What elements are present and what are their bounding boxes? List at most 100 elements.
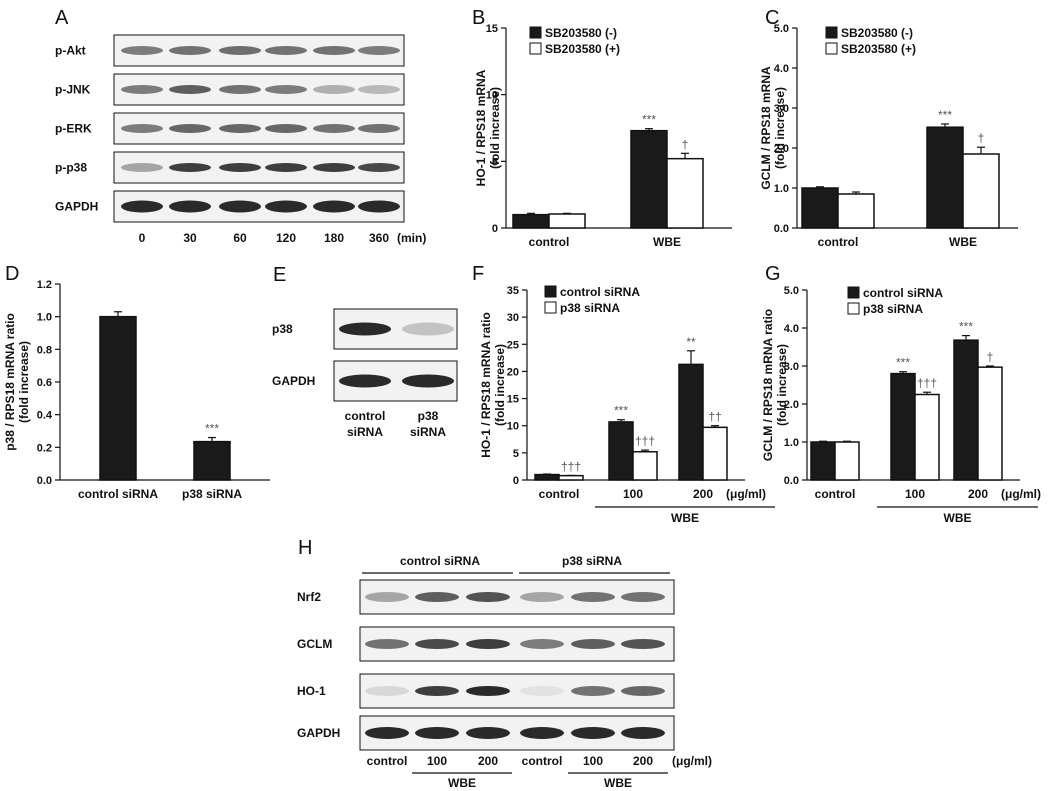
y-axis-label: HO-1 / RPS18 mRNA ratio(fold increase) [479, 312, 507, 458]
legend-swatch [544, 301, 557, 314]
bar [99, 315, 137, 481]
band [621, 727, 665, 739]
legend-label: control siRNA [863, 286, 943, 300]
band [466, 686, 510, 696]
y-tick-label: 1.0 [37, 312, 52, 324]
y-tick-label: 5 [492, 156, 498, 168]
band [571, 592, 615, 602]
bar [512, 213, 550, 229]
lane-label: control [522, 754, 563, 768]
y-axis-label-line: GCLM / RPS18 mRNA ratio [761, 309, 775, 461]
y-axis-label-line: (fold increase) [488, 87, 502, 169]
lane-label: 0 [139, 231, 146, 245]
band [415, 639, 459, 649]
lane-label: control [345, 409, 386, 423]
band [358, 124, 400, 133]
band [339, 322, 391, 336]
y-tick-label: 1.0 [774, 183, 789, 195]
y-tick-label: 2.0 [774, 143, 789, 155]
y-tick-label: 0.2 [37, 442, 52, 454]
y-axis-label: p38 / RPS18 mRNA ratio(fold increase) [3, 313, 31, 451]
band [121, 200, 163, 213]
category-label: 200 [968, 487, 988, 501]
panel-b-chart: B 0 5 10 15 HO-1 / RPS18 mRNA(fold increase) c… [472, 7, 732, 249]
bar [702, 426, 728, 481]
legend-swatch [825, 42, 838, 55]
legend-swatch [529, 26, 542, 39]
band [169, 46, 211, 55]
lane-label: 120 [276, 231, 296, 245]
significance-label: † [978, 131, 985, 145]
panel-d-chart: D 0.0 0.2 0.4 0.6 0.8 1.0 1.2 p38 / RPS18 mRNA r… [3, 263, 270, 501]
bar [534, 473, 560, 481]
y-tick-label: 15 [507, 394, 519, 406]
y-tick-label: 3.0 [774, 103, 789, 115]
band [571, 639, 615, 649]
blot-row-label: GCLM [297, 637, 332, 651]
group-label: WBE [671, 511, 699, 525]
lane-label: 60 [233, 231, 247, 245]
group-label: control siRNA [400, 554, 480, 568]
y-axis-label-line: (fold increase) [775, 344, 789, 426]
significance-label: *** [205, 422, 219, 436]
y-tick-label: 0.6 [37, 377, 52, 389]
band [339, 374, 391, 388]
y-tick-label: 0.4 [37, 410, 53, 422]
band [571, 686, 615, 696]
band [520, 592, 564, 602]
category-label: control siRNA [78, 487, 158, 501]
y-tick-label: 5 [513, 448, 519, 460]
lane-label: 200 [478, 754, 498, 768]
lane-label: 360 [369, 231, 389, 245]
legend-label: SB203580 (+) [841, 42, 916, 56]
y-tick-label: 4.0 [774, 63, 789, 75]
y-tick-label: 4.0 [784, 323, 799, 335]
y-axis-label-line: HO-1 / RPS18 mRNA [474, 69, 488, 186]
panel-letter: H [298, 537, 312, 559]
significance-label: *** [959, 320, 973, 334]
y-tick-label: 0 [513, 475, 519, 487]
bar [801, 187, 839, 229]
significance-label: ††† [561, 459, 581, 473]
band [415, 592, 459, 602]
y-tick-label: 0.0 [774, 223, 789, 235]
significance-label: *** [896, 356, 910, 370]
bar [914, 393, 940, 481]
bar [666, 157, 704, 229]
blot-row-label: p-Akt [55, 44, 86, 58]
y-tick-label: 5.0 [774, 23, 789, 35]
bar [678, 363, 704, 481]
band [520, 639, 564, 649]
legend-swatch [544, 285, 557, 298]
bar [890, 372, 916, 481]
category-label: WBE [653, 235, 681, 249]
band [358, 200, 400, 213]
band [520, 686, 564, 696]
bar [837, 193, 875, 229]
lane-label: p38 [418, 409, 439, 423]
significance-label: ††† [917, 376, 937, 390]
panel-letter: C [765, 7, 779, 29]
blot-row-label: Nrf2 [297, 590, 321, 604]
y-tick-label: 0 [492, 223, 498, 235]
blot-row-label: p38 [272, 322, 293, 336]
band [121, 124, 163, 133]
y-tick-label: 1.0 [784, 437, 799, 449]
y-tick-label: 5.0 [784, 285, 799, 297]
band [358, 163, 400, 172]
bar [953, 339, 979, 481]
y-axis-label-line: (fold increase) [17, 341, 31, 423]
blot-row-label: p-p38 [55, 161, 87, 175]
bar [608, 421, 634, 481]
wbe-label: WBE [448, 776, 476, 790]
bar [810, 441, 836, 481]
unit-label: (μg/ml) [1001, 487, 1041, 501]
category-label: p38 siRNA [182, 487, 242, 501]
band [621, 592, 665, 602]
band [313, 46, 355, 55]
band [219, 85, 261, 94]
bar [630, 129, 668, 229]
legend-label: SB203580 (+) [545, 42, 620, 56]
band [621, 639, 665, 649]
